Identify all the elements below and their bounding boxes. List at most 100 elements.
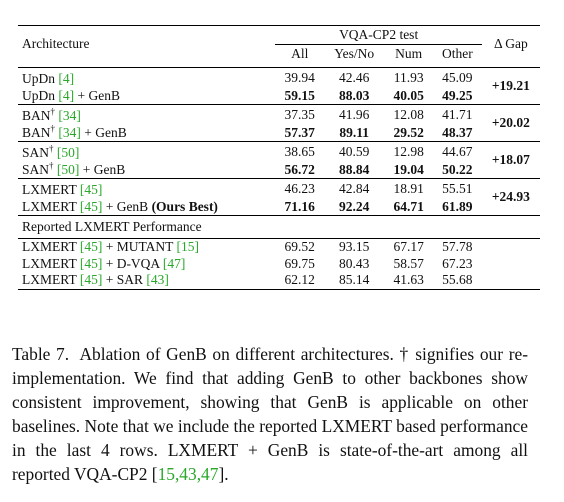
value-cell: 40.59 [338, 143, 370, 159]
value-cell: 62.12 [284, 272, 315, 287]
model-name: BAN [22, 124, 51, 140]
model-name: SAN [22, 161, 50, 177]
citation: [47] [162, 255, 186, 271]
row-label: LXMERT [45] + SAR [43] [18, 272, 275, 289]
results-table: Architecture VQA-CP2 test Δ Gap All Yes/N… [18, 25, 540, 290]
table-row: BAN† [34] + GenB 57.37 89.11 29.52 48.37 [18, 123, 540, 142]
model-name: SAN [22, 145, 50, 160]
table-row: BAN† [34] 37.35 41.96 12.08 41.71 +20.02 [18, 104, 540, 130]
citation: [34] [58, 108, 81, 123]
value-cell: 29.52 [393, 124, 424, 140]
column-header: Yes/No [334, 45, 375, 61]
table-row: LXMERT [45] 46.23 42.84 18.91 55.51 +24.93 [18, 178, 540, 204]
row-label: LXMERT [45] + MUTANT [15] [18, 239, 275, 256]
value-cell: 69.75 [284, 255, 315, 271]
value-cell: 88.03 [338, 87, 370, 103]
row-label: UpDn [4] [18, 68, 275, 88]
suffix: + D-VQA [105, 255, 160, 271]
empty-cell [482, 239, 540, 256]
table-row: LXMERT [45] + MUTANT [15] 69.52 93.15 67.17… [18, 238, 540, 256]
table-row: LXMERT [45] + D-VQA [47] 69.75 80.43 58.57 6… [18, 256, 540, 273]
value-cell: 12.98 [393, 143, 424, 159]
value-cell: 37.35 [284, 106, 315, 122]
citation: [45] [79, 239, 103, 254]
value-cell: 41.63 [393, 272, 424, 287]
value-cell: 92.24 [338, 198, 370, 214]
caption-close: ]. [218, 464, 229, 484]
model-name: LXMERT [22, 198, 77, 214]
row-label: SAN† [50] [18, 142, 275, 162]
suffix: + GenB [82, 161, 126, 177]
citation: [4] [58, 71, 75, 86]
value-cell: 55.51 [442, 180, 473, 196]
value-cell: 41.71 [442, 106, 473, 122]
suffix: + SAR [105, 272, 143, 287]
citation: [45] [79, 272, 103, 287]
row-label: SAN† [50] + GenB [18, 160, 275, 179]
citation: [45] [79, 255, 103, 271]
row-label: LXMERT [45] + D-VQA [47] [18, 256, 275, 273]
value-cell: 50.22 [442, 161, 473, 177]
value-cell: 57.37 [284, 124, 315, 140]
value-cell: 38.65 [284, 143, 315, 159]
gap-cell: +24.93 [491, 188, 530, 204]
row-label: UpDn [4] + GenB [18, 88, 275, 105]
marker: † [50, 106, 56, 117]
value-cell: 80.43 [338, 255, 370, 271]
value-cell: 18.91 [393, 180, 424, 196]
model-name: LXMERT [22, 182, 77, 197]
column-header: Num [395, 45, 423, 61]
caption-refs: 15,43,47 [157, 464, 219, 484]
value-cell: 64.71 [393, 198, 424, 214]
column-header: Other [441, 45, 473, 61]
table-row: SAN† [50] 38.65 40.59 12.98 44.67 +18.07 [18, 141, 540, 167]
citation: [45] [79, 182, 103, 197]
value-cell: 41.96 [338, 106, 370, 122]
model-name: LXMERT [22, 255, 77, 271]
table-row: LXMERT [45] + GenB (Ours Best) 71.16 92.24… [18, 199, 540, 216]
citation: [50] [56, 145, 80, 160]
empty-cell [482, 256, 540, 273]
header-architecture: Architecture [22, 36, 90, 51]
header-test: VQA-CP2 test [275, 25, 482, 45]
value-cell: 58.57 [393, 255, 424, 271]
table-row: SAN† [50] + GenB 56.72 88.84 19.04 50.22 [18, 160, 540, 179]
value-cell: 19.04 [393, 161, 424, 177]
marker: † [49, 160, 54, 170]
value-cell: 42.84 [338, 180, 370, 196]
caption: Table 7. Ablation of GenB on different a… [12, 342, 528, 486]
suffix: + GenB [77, 87, 120, 103]
caption-body: Ablation of GenB on different architectu… [12, 344, 528, 484]
marker: † [49, 143, 54, 154]
value-cell: 88.84 [338, 161, 370, 177]
caption-open: [ [151, 464, 158, 484]
value-cell: 85.14 [338, 272, 370, 287]
value-cell: 67.23 [442, 255, 473, 271]
gap-cell: +20.02 [491, 114, 530, 130]
value-cell: 61.89 [442, 198, 473, 214]
value-cell: 48.37 [442, 124, 473, 140]
section-title: Reported LXMERT Performance [22, 218, 202, 234]
value-cell: 89.11 [339, 124, 369, 140]
table-row: UpDn [4] 39.94 42.46 11.93 45.09 +19.21 [18, 67, 540, 93]
section-row: Reported LXMERT Performance [18, 215, 540, 239]
value-cell: 69.52 [284, 239, 315, 254]
value-cell: 55.68 [442, 272, 473, 287]
table-row: LXMERT [45] + SAR [43] 62.12 85.14 41.63 55.… [18, 272, 540, 289]
value-cell: 67.17 [393, 239, 424, 254]
citation: [4] [58, 87, 75, 103]
model-name: LXMERT [22, 272, 77, 287]
gap-cell: +18.07 [491, 151, 530, 167]
marker: † [50, 123, 56, 133]
value-cell: 71.16 [284, 198, 315, 214]
suffix: + GenB [105, 198, 149, 214]
citation: [34] [58, 124, 81, 140]
row-label: LXMERT [45] [18, 179, 275, 199]
table-row: UpDn [4] + GenB 59.15 88.03 40.05 49.25 [18, 88, 540, 105]
citation: [43] [146, 272, 169, 287]
empty-cell [482, 272, 540, 289]
suffix: + GenB [84, 124, 127, 140]
value-cell: 11.93 [393, 69, 424, 85]
citation: [15] [176, 239, 200, 254]
column-header: All [291, 45, 309, 61]
